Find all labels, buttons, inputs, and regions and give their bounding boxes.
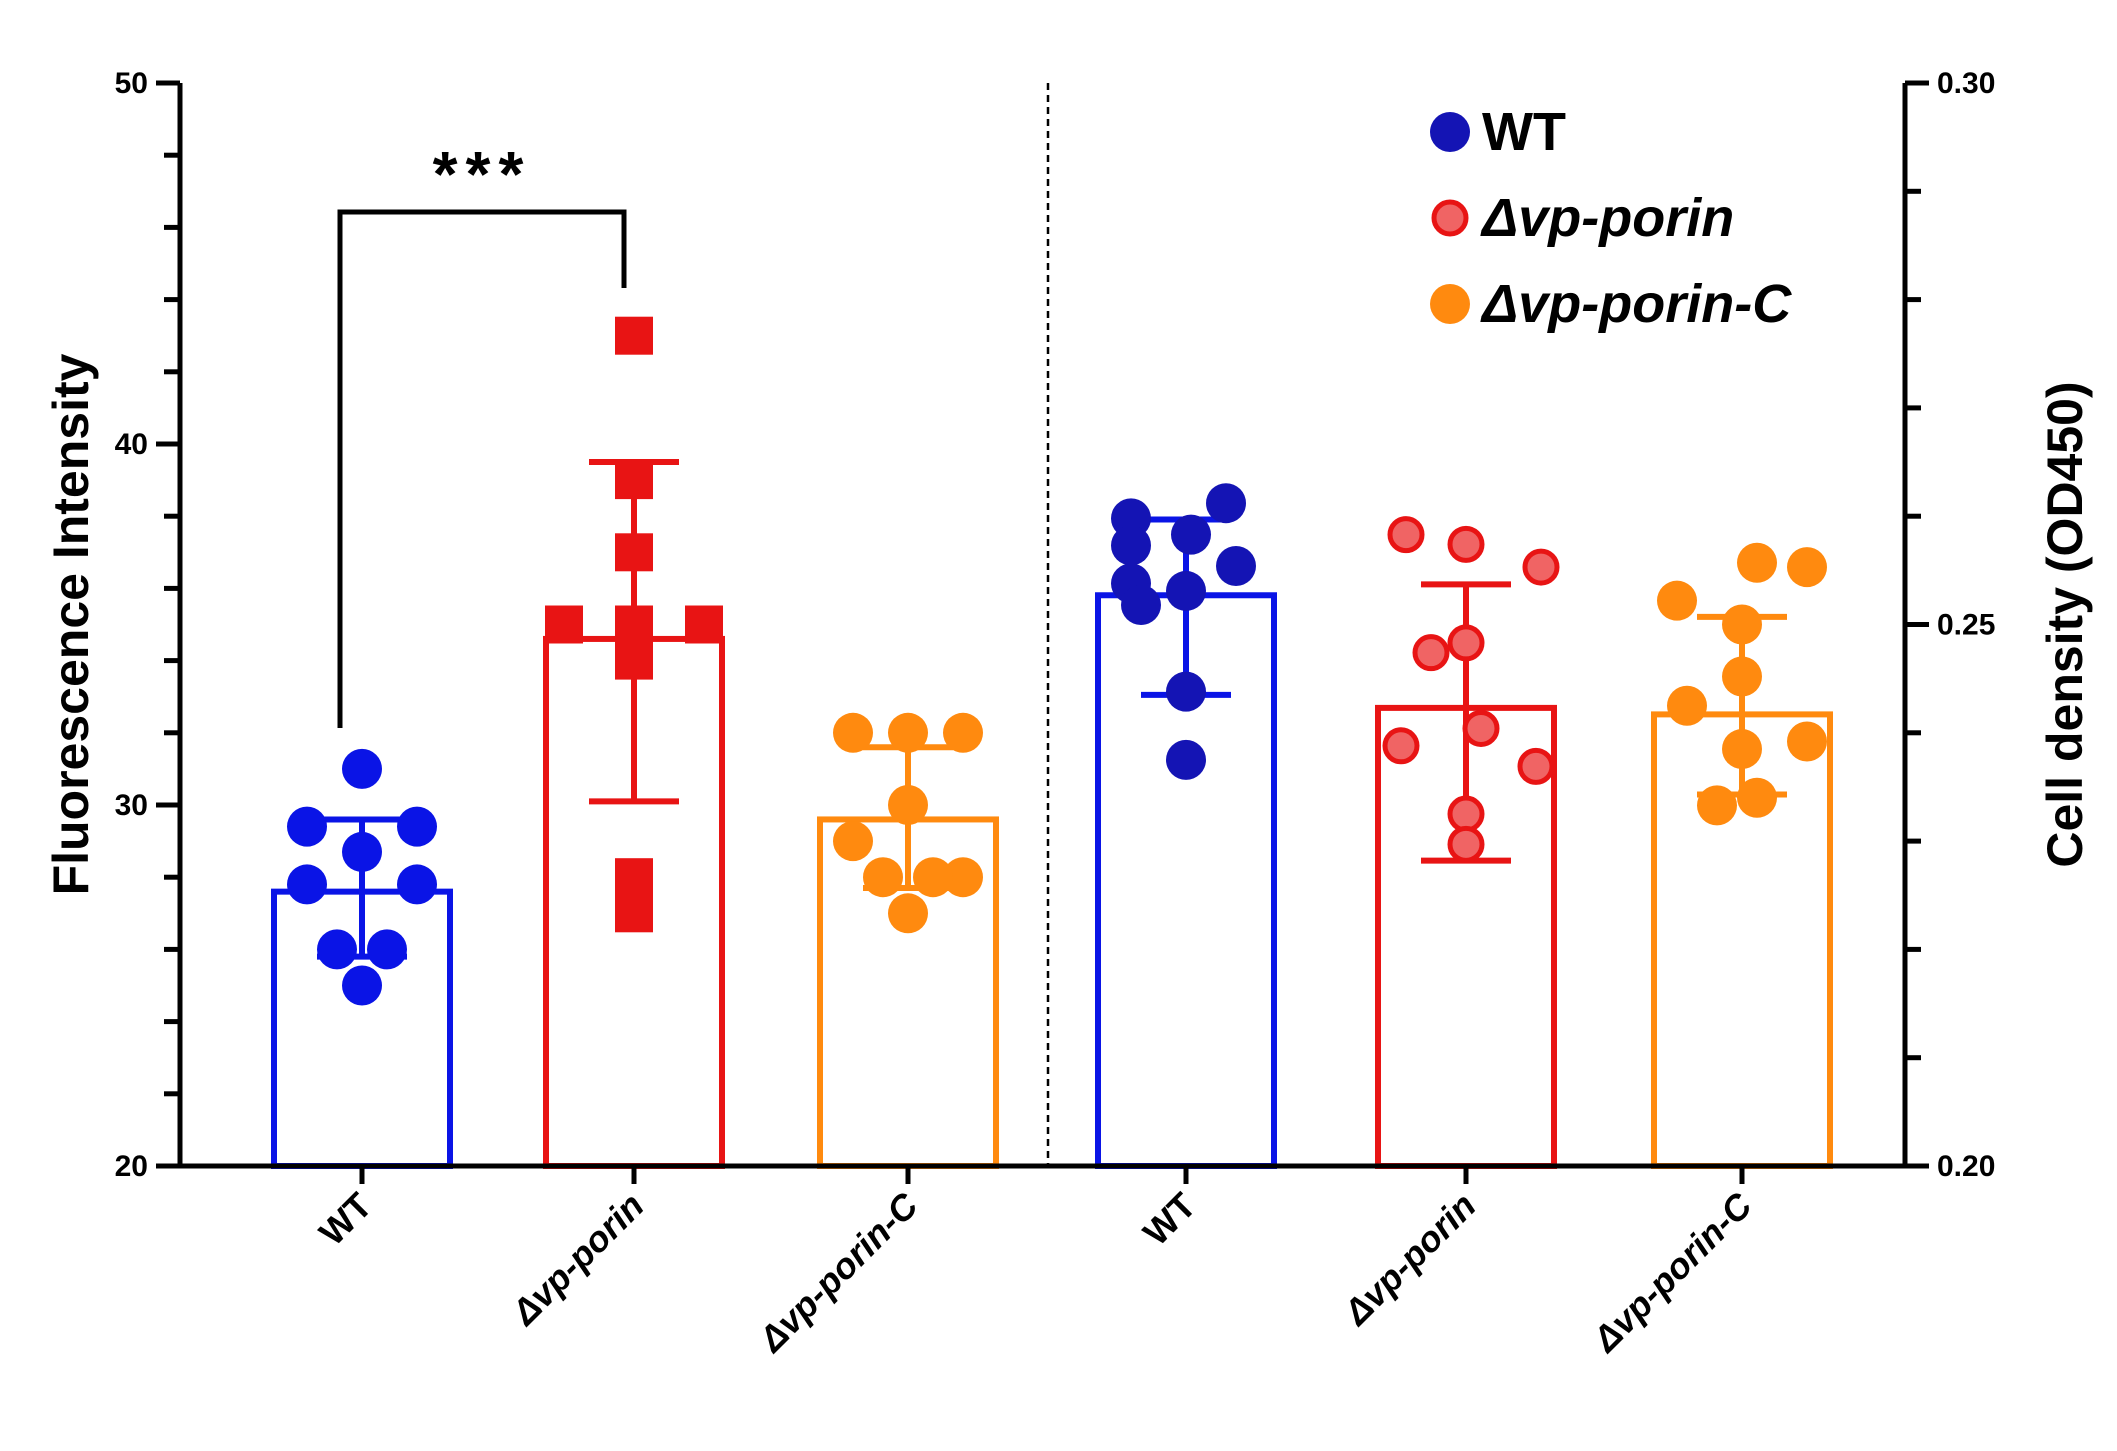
data-point (1667, 685, 1707, 726)
category-label: Δvp-porin-C (749, 1184, 926, 1361)
data-point (1697, 785, 1737, 826)
data-point (1722, 729, 1762, 770)
left-tick-label: 40 (115, 428, 148, 461)
data-point (1787, 547, 1827, 588)
data-point (888, 785, 928, 825)
data-point (1206, 483, 1246, 524)
data-point (1722, 604, 1762, 645)
significance-bracket (337, 209, 627, 728)
legend-label: Δvp-porin-C (1480, 274, 1792, 334)
data-point (1166, 739, 1206, 780)
data-point (685, 605, 723, 644)
data-point (287, 806, 327, 847)
legend-label: WT (1482, 102, 1566, 162)
data-point (615, 316, 653, 355)
data-point (1447, 525, 1485, 563)
left-tick-label: 50 (115, 67, 148, 100)
data-point (615, 461, 653, 500)
data-point (1111, 525, 1151, 566)
axes-layer: 20 30 40 50 0.20 0.25 0.30 (115, 67, 1995, 1184)
data-point (1121, 585, 1161, 626)
legend-marker (1430, 284, 1470, 324)
data-point (943, 712, 983, 753)
left-tick-label: 30 (115, 789, 148, 822)
legend-marker (1431, 199, 1469, 237)
data-point (888, 712, 928, 753)
data-point (833, 821, 873, 862)
category-label: WT (1135, 1185, 1204, 1254)
data-point (943, 857, 983, 898)
data-point (287, 864, 327, 905)
data-point (317, 929, 357, 970)
category-label: WT (311, 1185, 380, 1254)
points-layer (287, 316, 1827, 1006)
data-point (1462, 709, 1500, 747)
significance-label: *** (433, 138, 532, 210)
right-axis-title: Cell density (OD450) (2037, 381, 2093, 867)
data-point (888, 893, 928, 934)
data-point (367, 929, 407, 970)
data-point (1387, 516, 1425, 554)
data-point (1412, 634, 1450, 672)
bars-layer (271, 592, 1833, 1169)
data-point (1737, 777, 1777, 818)
data-point (615, 641, 653, 680)
right-tick-label: 0.20 (1937, 1150, 1995, 1183)
data-point (1722, 656, 1762, 697)
category-label: Δvp-porin (502, 1185, 651, 1334)
data-point (615, 858, 653, 897)
data-point (833, 712, 873, 753)
data-point (1447, 825, 1485, 863)
data-point (397, 864, 437, 905)
data-point (863, 857, 903, 898)
right-tick-label: 0.25 (1937, 609, 1995, 642)
data-point (1737, 542, 1777, 583)
data-point (342, 965, 382, 1006)
data-point (397, 806, 437, 847)
data-point (1447, 624, 1485, 662)
data-point (1447, 795, 1485, 833)
data-point (615, 533, 653, 572)
category-label: Δvp-porin-C (1583, 1184, 1760, 1361)
error-bars-layer (317, 459, 1787, 960)
data-point (1216, 546, 1256, 587)
data-point (1166, 671, 1206, 712)
data-point (1657, 580, 1697, 621)
data-point (1787, 721, 1827, 762)
right-tick-label: 0.30 (1937, 67, 1995, 100)
data-point (1166, 570, 1206, 611)
legend-marker (1430, 112, 1470, 152)
legend-label: Δvp-porin (1480, 188, 1734, 248)
data-point (615, 605, 653, 644)
data-point (1382, 727, 1420, 765)
data-point (545, 605, 583, 644)
significance-layer: *** (337, 138, 627, 728)
left-tick-label: 20 (115, 1150, 148, 1183)
data-point (615, 894, 653, 933)
legend: WT Δvp-porin Δvp-porin-C (1430, 102, 1792, 334)
data-point (342, 831, 382, 872)
left-axis-title: Fluorescence Intensity (43, 353, 99, 895)
data-point (913, 857, 953, 898)
data-point (1517, 747, 1555, 785)
data-point (1171, 514, 1211, 555)
category-label: Δvp-porin (1334, 1185, 1483, 1334)
data-point (1522, 548, 1560, 586)
data-point (342, 748, 382, 789)
